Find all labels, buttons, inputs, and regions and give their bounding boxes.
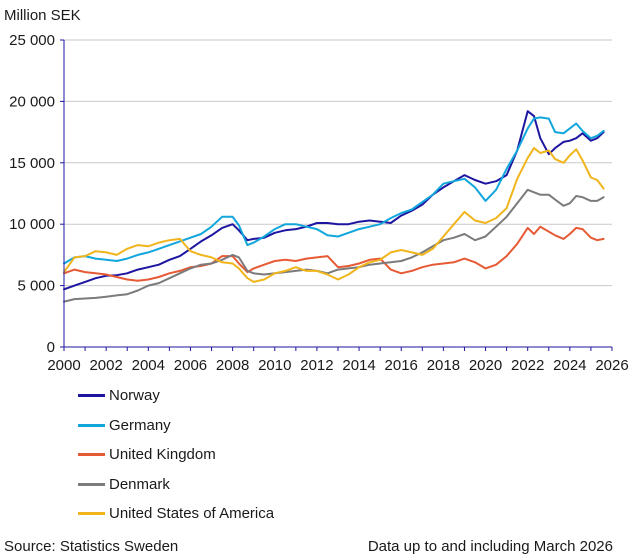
y-tick-label: 0 <box>47 339 55 356</box>
legend: Norway Germany United Kingdom Denmark Un… <box>78 381 438 529</box>
x-axis-ticks: 2000 2002 2004 2006 2008 2010 2012 2014 2016 2018… <box>47 347 629 374</box>
gridlines <box>64 39 612 287</box>
x-tick-label: 2022 <box>511 357 544 374</box>
x-tick-label: 2024 <box>553 357 586 374</box>
x-tick-label: 2026 <box>595 357 628 374</box>
legend-label-united-kingdom: United Kingdom <box>109 446 216 464</box>
series-line-norway <box>63 110 605 291</box>
x-tick-label: 2020 <box>469 357 502 374</box>
legend-label-germany: Germany <box>109 416 171 434</box>
legend-item-germany: Germany <box>78 411 438 441</box>
x-tick-label: 2004 <box>132 357 165 374</box>
x-tick-label: 2016 <box>385 357 418 374</box>
x-tick-label: 2010 <box>258 357 291 374</box>
legend-swatch-united-kingdom <box>78 453 105 457</box>
legend-item-denmark: Denmark <box>78 470 438 500</box>
y-axis-ticks: 0 5 000 10 000 15 000 20 000 25 000 <box>9 32 64 356</box>
legend-swatch-usa <box>78 512 105 516</box>
y-tick-label: 15 000 <box>9 155 55 172</box>
series-line-united-states-of-america <box>63 147 605 283</box>
y-axis-unit-label: Million SEK <box>4 7 81 24</box>
x-tick-label: 2014 <box>342 357 375 374</box>
y-tick-label: 20 000 <box>9 93 55 110</box>
x-tick-label: 2000 <box>47 357 80 374</box>
legend-label-usa: United States of America <box>109 505 275 523</box>
series-line-denmark <box>63 188 605 303</box>
series-line-germany <box>63 116 605 265</box>
x-tick-label: 2006 <box>174 357 207 374</box>
legend-swatch-germany <box>78 423 105 427</box>
legend-item-united-kingdom: United Kingdom <box>78 440 438 470</box>
source-note: Source: Statistics Sweden <box>4 538 179 555</box>
series-line-united-kingdom <box>63 225 605 282</box>
y-tick-label: 5 000 <box>17 278 55 295</box>
legend-item-usa: United States of America <box>78 499 438 529</box>
legend-item-norway: Norway <box>78 381 438 411</box>
y-tick-label: 25 000 <box>9 32 55 49</box>
x-tick-label: 2008 <box>216 357 249 374</box>
data-range-note: Data up to and including March 2026 <box>367 538 613 555</box>
legend-swatch-norway <box>78 394 105 398</box>
x-tick-label: 2012 <box>300 357 333 374</box>
y-tick-label: 10 000 <box>9 216 55 233</box>
x-tick-label: 2018 <box>427 357 460 374</box>
series-lines <box>63 110 605 303</box>
legend-label-norway: Norway <box>109 387 160 405</box>
x-tick-label: 2002 <box>89 357 122 374</box>
legend-swatch-denmark <box>78 482 105 486</box>
legend-label-denmark: Denmark <box>109 475 170 493</box>
